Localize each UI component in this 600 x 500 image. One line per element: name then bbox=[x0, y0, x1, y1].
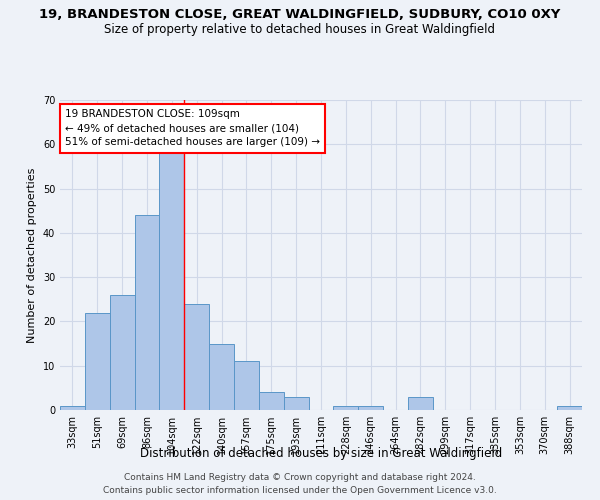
Y-axis label: Number of detached properties: Number of detached properties bbox=[27, 168, 37, 342]
Bar bbox=[134, 215, 160, 410]
Bar bbox=[408, 396, 433, 410]
Text: 19 BRANDESTON CLOSE: 109sqm
← 49% of detached houses are smaller (104)
51% of se: 19 BRANDESTON CLOSE: 109sqm ← 49% of det… bbox=[65, 110, 320, 148]
Bar bbox=[160, 148, 184, 410]
Bar bbox=[358, 406, 383, 410]
Bar bbox=[334, 406, 358, 410]
Bar bbox=[234, 362, 259, 410]
Text: 19, BRANDESTON CLOSE, GREAT WALDINGFIELD, SUDBURY, CO10 0XY: 19, BRANDESTON CLOSE, GREAT WALDINGFIELD… bbox=[40, 8, 560, 20]
Bar bbox=[259, 392, 284, 410]
Bar bbox=[110, 295, 134, 410]
Bar bbox=[184, 304, 209, 410]
Text: Size of property relative to detached houses in Great Waldingfield: Size of property relative to detached ho… bbox=[104, 22, 496, 36]
Bar bbox=[557, 406, 582, 410]
Text: Contains HM Land Registry data © Crown copyright and database right 2024.
Contai: Contains HM Land Registry data © Crown c… bbox=[103, 473, 497, 495]
Bar bbox=[284, 396, 308, 410]
Bar bbox=[60, 406, 85, 410]
Text: Distribution of detached houses by size in Great Waldingfield: Distribution of detached houses by size … bbox=[140, 448, 502, 460]
Bar bbox=[85, 312, 110, 410]
Bar bbox=[209, 344, 234, 410]
